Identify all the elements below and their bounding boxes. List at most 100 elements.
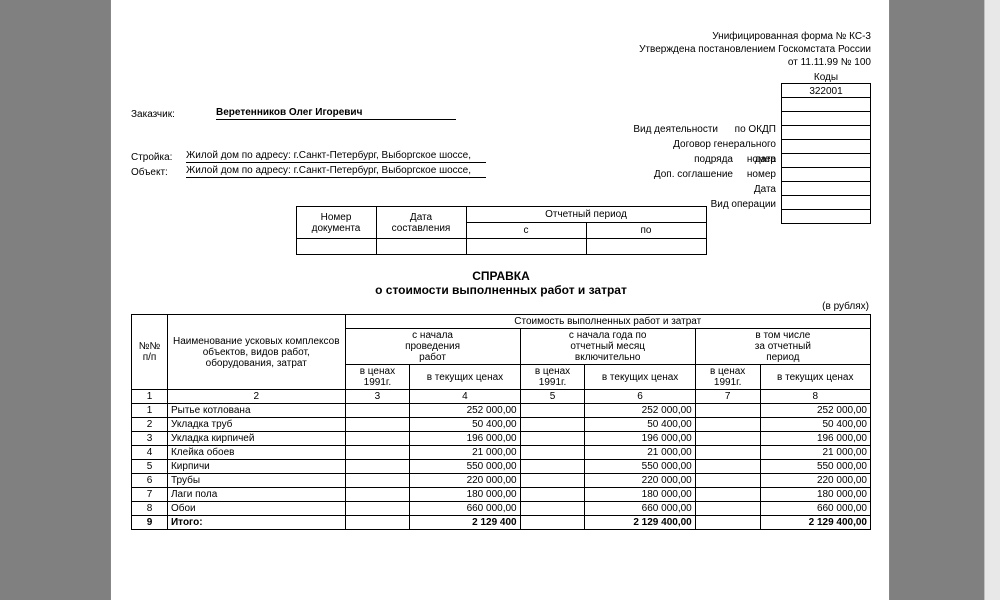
code-blank	[781, 195, 871, 210]
cell-name: Кирпичи	[167, 460, 345, 474]
page-content: Унифицированная форма № КС-3 Утверждена …	[131, 30, 871, 530]
cell-c5	[695, 418, 760, 432]
cell-c4: 196 000,00	[585, 432, 695, 446]
th-current: в текущих ценах	[760, 365, 871, 390]
cell-c3	[520, 418, 585, 432]
doc-title: СПРАВКА	[131, 269, 871, 283]
cell-c1	[345, 502, 410, 516]
cell-c6: 660 000,00	[760, 502, 871, 516]
table-row: 5Кирпичи550 000,00550 000,00550 000,00	[132, 460, 871, 474]
meta-to-h: по	[586, 223, 706, 239]
meta-to	[586, 239, 706, 255]
cell-c2: 50 400,00	[410, 418, 520, 432]
cell-c1	[345, 446, 410, 460]
meta-date	[376, 239, 466, 255]
cell-n: 1	[132, 404, 168, 418]
cell-c5	[695, 404, 760, 418]
codes-box: Коды 322001	[781, 72, 871, 224]
cell-c1	[345, 474, 410, 488]
th-cost-group: Стоимость выполненных работ и затрат	[345, 315, 870, 329]
cell-c5	[695, 432, 760, 446]
column-numbers: 1 2 3 4 5 6 7 8	[132, 390, 871, 404]
code-blank	[781, 97, 871, 112]
cell-c6: 50 400,00	[760, 418, 871, 432]
cell-c4: 220 000,00	[585, 474, 695, 488]
cell-c6: 550 000,00	[760, 460, 871, 474]
cell-c5	[695, 474, 760, 488]
codes-label: Коды	[781, 72, 871, 83]
cell-c6: 220 000,00	[760, 474, 871, 488]
currency-note: (в рублях)	[131, 301, 871, 312]
page: Унифицированная форма № КС-3 Утверждена …	[110, 0, 890, 600]
table-row: 1Рытье котлована252 000,00252 000,00252 …	[132, 404, 871, 418]
th-np: №№п/п	[132, 315, 168, 390]
code-blank	[781, 167, 871, 182]
cell-name: Укладка труб	[167, 418, 345, 432]
cell-c1	[345, 488, 410, 502]
site-label: Стройка:	[131, 152, 186, 163]
cell-c2: 660 000,00	[410, 502, 520, 516]
cell-n: 7	[132, 488, 168, 502]
cell-n: 6	[132, 474, 168, 488]
cell-c1	[345, 460, 410, 474]
code-okud: 322001	[781, 83, 871, 98]
cell-c3	[520, 404, 585, 418]
cell-n: 3	[132, 432, 168, 446]
table-row: 2Укладка труб50 400,0050 400,0050 400,00	[132, 418, 871, 432]
vertical-scrollbar[interactable]	[984, 0, 1000, 600]
cell-c5	[695, 460, 760, 474]
code-blank	[781, 139, 871, 154]
cell-c1	[345, 432, 410, 446]
cell-name: Обои	[167, 502, 345, 516]
cell-c4: 50 400,00	[585, 418, 695, 432]
cell-c2: 21 000,00	[410, 446, 520, 460]
cell-name: Трубы	[167, 474, 345, 488]
form-line: Унифицированная форма № КС-3	[131, 30, 871, 43]
meta-from	[466, 239, 586, 255]
doc-meta-table: Номердокумента Датасоставления Отчетный …	[296, 206, 707, 255]
cell-c4: 180 000,00	[585, 488, 695, 502]
table-row: 3Укладка кирпичей196 000,00196 000,00196…	[132, 432, 871, 446]
code-blank	[781, 125, 871, 140]
th-1991: в ценах1991г.	[695, 365, 760, 390]
cell-n: 5	[132, 460, 168, 474]
cell-c2: 252 000,00	[410, 404, 520, 418]
cell-n: 4	[132, 446, 168, 460]
cell-name: Клейка обоев	[167, 446, 345, 460]
form-header: Унифицированная форма № КС-3 Утверждена …	[131, 30, 871, 69]
code-blank	[781, 111, 871, 126]
table-row: 7Лаги пола180 000,00180 000,00180 000,00	[132, 488, 871, 502]
meta-date-h: Датасоставления	[376, 207, 466, 239]
code-blank	[781, 209, 871, 224]
th-current: в текущих ценах	[410, 365, 520, 390]
customer-row: Заказчик: Веретенников Олег Игоревич	[131, 107, 871, 120]
code-blank	[781, 181, 871, 196]
main-table: №№п/п Наименование усковых комплексов об…	[131, 314, 871, 530]
date-line: от 11.11.99 № 100	[131, 56, 871, 69]
cell-c3	[520, 488, 585, 502]
customer-label: Заказчик:	[131, 109, 186, 120]
cell-name: Укладка кирпичей	[167, 432, 345, 446]
cell-c2: 196 000,00	[410, 432, 520, 446]
cell-c1	[345, 404, 410, 418]
cell-c6: 252 000,00	[760, 404, 871, 418]
customer-value: Веретенников Олег Игоревич	[216, 107, 456, 120]
code-row-labels: Вид деятельности по ОКДП Договор генерал…	[596, 122, 776, 212]
cell-c2: 180 000,00	[410, 488, 520, 502]
th-1991: в ценах1991г.	[345, 365, 410, 390]
object-label: Объект:	[131, 167, 186, 178]
cell-c2: 220 000,00	[410, 474, 520, 488]
table-row: 4Клейка обоев21 000,0021 000,0021 000,00	[132, 446, 871, 460]
cell-c3	[520, 502, 585, 516]
cell-c4: 252 000,00	[585, 404, 695, 418]
meta-from-h: с	[466, 223, 586, 239]
cell-c4: 660 000,00	[585, 502, 695, 516]
th-name: Наименование усковых комплексов объектов…	[167, 315, 345, 390]
cell-c3	[520, 460, 585, 474]
cell-c3	[520, 432, 585, 446]
cell-c6: 21 000,00	[760, 446, 871, 460]
th-1991: в ценах1991г.	[520, 365, 585, 390]
cell-c3	[520, 474, 585, 488]
meta-docnum-h: Номердокумента	[296, 207, 376, 239]
total-row: 9 Итого: 2 129 400 2 129 400,00 2 129 40…	[132, 516, 871, 530]
